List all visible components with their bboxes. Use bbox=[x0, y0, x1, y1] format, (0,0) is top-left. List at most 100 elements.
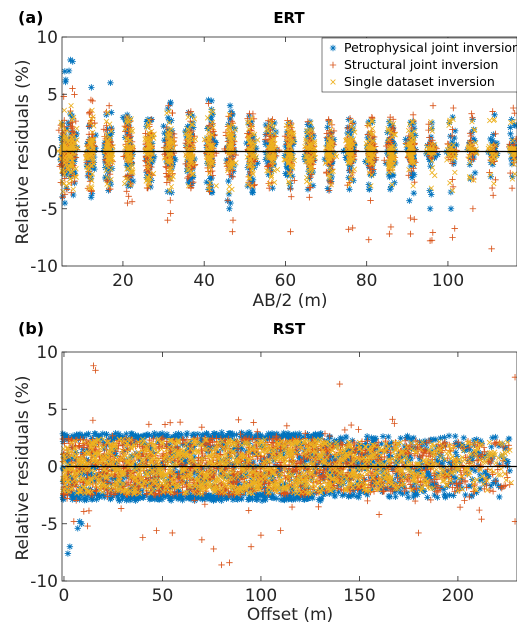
data-point-outlier bbox=[66, 120, 73, 127]
data-point-outlier bbox=[62, 76, 70, 83]
data-point-outlier bbox=[143, 118, 151, 125]
data-point-outlier bbox=[452, 169, 458, 176]
data-point-outlier bbox=[367, 197, 374, 204]
data-point bbox=[329, 149, 337, 156]
data-point-outlier bbox=[227, 199, 234, 207]
data-point-min bbox=[70, 186, 76, 192]
data-point-outlier bbox=[410, 189, 418, 197]
data-point-outlier bbox=[309, 182, 317, 189]
data-point bbox=[285, 163, 293, 171]
data-point bbox=[467, 155, 474, 162]
data-point-min bbox=[407, 230, 414, 238]
data-point bbox=[129, 177, 137, 185]
data-point bbox=[370, 157, 378, 164]
data-point bbox=[262, 121, 270, 129]
data-point bbox=[74, 125, 80, 132]
data-point bbox=[208, 121, 215, 128]
data-point-outlier bbox=[164, 105, 171, 113]
data-point bbox=[342, 154, 349, 161]
data-point bbox=[444, 157, 450, 163]
data-point bbox=[410, 171, 418, 178]
data-point bbox=[264, 163, 271, 170]
data-point-max bbox=[68, 102, 74, 109]
data-point bbox=[253, 144, 260, 152]
data-point bbox=[184, 174, 191, 182]
x-tick-label: 60 bbox=[275, 271, 297, 291]
data-point bbox=[178, 431, 185, 438]
data-point bbox=[66, 173, 74, 180]
data-point-outlier bbox=[432, 172, 438, 179]
data-point bbox=[386, 493, 394, 501]
data-point bbox=[119, 114, 127, 121]
data-point-min bbox=[304, 186, 312, 193]
data-point-min bbox=[366, 186, 373, 193]
data-point-max bbox=[67, 56, 74, 64]
data-point bbox=[76, 496, 83, 503]
data-point bbox=[330, 136, 338, 143]
data-point-outlier bbox=[167, 197, 174, 204]
data-point bbox=[464, 146, 471, 153]
data-point bbox=[304, 132, 311, 139]
panel-b-data-points bbox=[59, 362, 517, 569]
x-tick-label: 20 bbox=[112, 271, 134, 291]
data-point bbox=[84, 157, 92, 165]
data-point bbox=[265, 162, 272, 170]
data-point-outlier bbox=[489, 192, 497, 199]
data-point-min bbox=[88, 188, 95, 195]
data-point bbox=[349, 125, 356, 132]
data-point bbox=[246, 171, 253, 178]
data-point bbox=[172, 156, 179, 163]
data-point bbox=[265, 180, 272, 187]
panel-b-label: (b) bbox=[18, 319, 44, 338]
data-point bbox=[424, 142, 431, 149]
data-point bbox=[61, 175, 68, 182]
data-point bbox=[91, 165, 98, 173]
data-point bbox=[206, 175, 214, 182]
data-point-outlier bbox=[451, 225, 458, 232]
data-point-max bbox=[165, 102, 172, 109]
data-point-outlier bbox=[71, 91, 78, 98]
data-point-max bbox=[429, 102, 437, 109]
data-point-outlier bbox=[349, 224, 356, 232]
data-point-outlier bbox=[229, 173, 236, 181]
data-point-min bbox=[124, 199, 131, 207]
data-point-outlier bbox=[389, 172, 397, 179]
data-point bbox=[194, 430, 202, 438]
panel-a-label: (a) bbox=[18, 8, 43, 27]
data-point bbox=[164, 114, 172, 121]
data-point bbox=[507, 141, 515, 149]
data-point-outlier bbox=[470, 135, 477, 143]
data-point-outlier bbox=[447, 180, 453, 186]
data-point bbox=[108, 129, 116, 136]
data-point-outlier bbox=[90, 114, 96, 120]
data-point-outlier bbox=[86, 109, 93, 116]
data-point-outlier bbox=[487, 135, 494, 143]
data-point-outlier bbox=[248, 118, 255, 126]
data-point-outlier bbox=[324, 124, 331, 131]
data-point bbox=[301, 156, 309, 163]
data-point bbox=[310, 132, 317, 139]
data-point bbox=[123, 161, 131, 169]
data-point-outlier bbox=[269, 125, 276, 132]
data-point bbox=[326, 433, 333, 441]
panel-a-data-points bbox=[55, 56, 517, 253]
data-point bbox=[289, 138, 296, 146]
data-point-outlier bbox=[408, 174, 416, 181]
y-tick-label: 5 bbox=[47, 85, 58, 105]
data-point-max bbox=[147, 116, 155, 123]
panel-b-title: RST bbox=[273, 320, 306, 338]
data-point bbox=[147, 159, 154, 167]
data-point-outlier bbox=[507, 130, 514, 138]
data-point-outlier bbox=[123, 188, 130, 195]
data-point-outlier bbox=[108, 109, 115, 116]
data-point-min bbox=[406, 197, 413, 204]
data-point-outlier bbox=[249, 185, 256, 193]
panel-a-legend: Petrophysical joint inversion Structural… bbox=[321, 37, 517, 93]
x-tick-label: 100 bbox=[432, 271, 464, 291]
data-point bbox=[163, 179, 171, 186]
data-point bbox=[126, 131, 133, 138]
data-point bbox=[185, 179, 192, 187]
data-point-outlier bbox=[511, 121, 517, 129]
data-point bbox=[493, 139, 501, 147]
